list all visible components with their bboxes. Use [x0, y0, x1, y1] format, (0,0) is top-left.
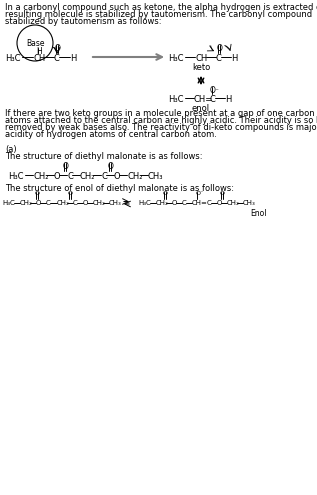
- Text: C: C: [67, 172, 73, 181]
- Text: (a): (a): [5, 145, 16, 154]
- Text: C: C: [101, 172, 107, 181]
- Text: Enol: Enol: [250, 209, 267, 218]
- Text: H₃C: H₃C: [5, 54, 21, 63]
- Text: H: H: [36, 47, 42, 56]
- Text: O: O: [108, 162, 114, 171]
- Text: CH₂: CH₂: [80, 172, 95, 181]
- Text: acidity of hydrogen atoms of central carbon atom.: acidity of hydrogen atoms of central car…: [5, 130, 217, 139]
- Text: C: C: [46, 200, 51, 206]
- Text: CH₂: CH₂: [93, 200, 106, 206]
- Text: O: O: [114, 172, 121, 181]
- Text: H: H: [231, 54, 237, 63]
- Text: O: O: [220, 191, 225, 196]
- Text: CH₂: CH₂: [227, 200, 240, 206]
- Text: O: O: [63, 162, 69, 171]
- Text: O: O: [83, 200, 88, 206]
- Text: The structure of diethyl malonate is as follows:: The structure of diethyl malonate is as …: [5, 152, 203, 161]
- Text: C: C: [207, 200, 212, 206]
- Text: H₃C: H₃C: [168, 54, 184, 63]
- Text: The structure of enol of diethyl malonate is as follows:: The structure of enol of diethyl malonat…: [5, 184, 234, 193]
- Text: O: O: [54, 172, 61, 181]
- Text: CH: CH: [195, 54, 207, 63]
- Text: CH=: CH=: [194, 95, 213, 104]
- Text: H₃C: H₃C: [168, 95, 184, 104]
- Text: resulting molecule is stabilized by tautomerism. The carbonyl compound  CH₃CH₂CH: resulting molecule is stabilized by taut…: [5, 10, 317, 19]
- Text: O: O: [172, 200, 178, 206]
- Text: H₃C: H₃C: [8, 172, 23, 181]
- Text: Base: Base: [26, 39, 44, 48]
- Text: O: O: [55, 44, 61, 53]
- Text: CH=: CH=: [192, 200, 208, 206]
- Text: CH₂: CH₂: [33, 172, 49, 181]
- Text: CH: CH: [33, 54, 45, 63]
- Text: O⁻: O⁻: [196, 191, 204, 196]
- Text: stabilized by tautomerism as follows:: stabilized by tautomerism as follows:: [5, 17, 161, 26]
- Text: If there are two keto groups in a molecule present at a gap of one carbon only, : If there are two keto groups in a molecu…: [5, 109, 317, 118]
- Text: C: C: [73, 200, 78, 206]
- Text: H: H: [225, 95, 231, 104]
- Text: H₃C: H₃C: [138, 200, 151, 206]
- Text: O: O: [217, 44, 223, 53]
- Text: removed by weak bases also. The reactivity of di-keto compounds is majorly depen: removed by weak bases also. The reactivi…: [5, 123, 317, 132]
- Text: CH₂: CH₂: [156, 200, 169, 206]
- Text: O: O: [36, 200, 42, 206]
- Text: O: O: [163, 191, 168, 196]
- Text: CH₃: CH₃: [109, 200, 122, 206]
- Text: O: O: [35, 191, 40, 196]
- Text: CH₃: CH₃: [243, 200, 256, 206]
- Text: C: C: [54, 54, 60, 63]
- Text: O⁻: O⁻: [210, 86, 220, 95]
- Text: C: C: [216, 54, 222, 63]
- Text: C: C: [182, 200, 187, 206]
- Text: H: H: [70, 54, 76, 63]
- Text: CH₃: CH₃: [148, 172, 164, 181]
- Text: atoms attached to the central carbon are highly acidic. Their acidity is so high: atoms attached to the central carbon are…: [5, 116, 317, 125]
- Text: keto: keto: [192, 63, 210, 72]
- Text: C: C: [210, 95, 216, 104]
- Text: CH₂: CH₂: [127, 172, 143, 181]
- Text: CH₂: CH₂: [57, 200, 70, 206]
- Text: O: O: [217, 200, 222, 206]
- Text: enol: enol: [192, 104, 210, 113]
- Text: In a carbonyl compound such as ketone, the alpha hydrogen is extracted or taken : In a carbonyl compound such as ketone, t…: [5, 3, 317, 12]
- Text: O: O: [68, 191, 73, 196]
- Text: H₃C: H₃C: [2, 200, 15, 206]
- Text: CH₂: CH₂: [20, 200, 33, 206]
